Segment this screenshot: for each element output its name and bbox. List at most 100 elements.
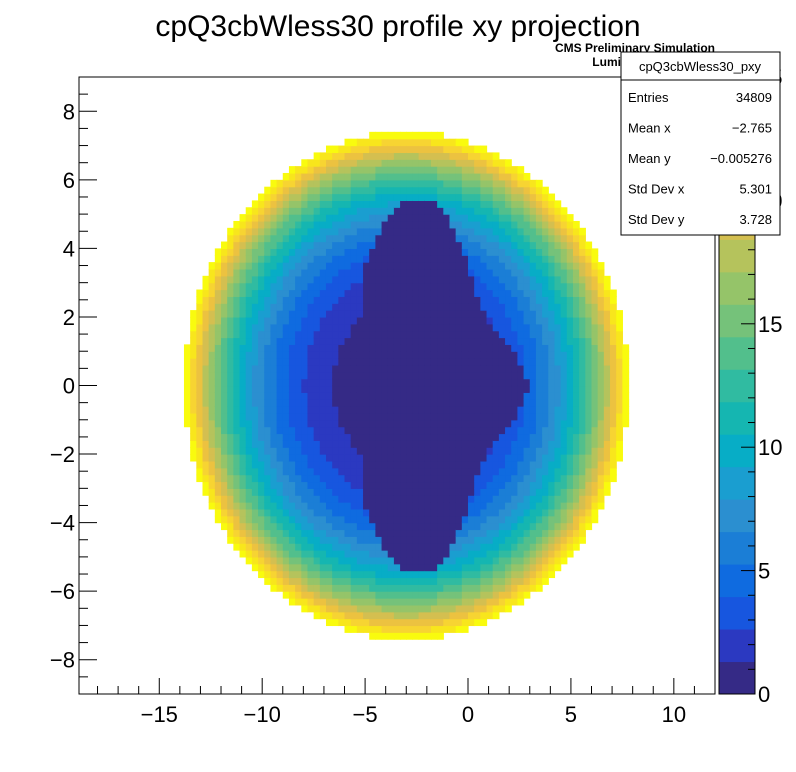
heatmap-cell	[610, 385, 617, 393]
heatmap-cell	[276, 481, 284, 489]
heatmap-cell	[245, 488, 253, 496]
heatmap-cell	[406, 584, 414, 592]
heatmap-cell	[542, 378, 549, 387]
heatmap-cell	[505, 159, 512, 167]
heatmap-cell	[363, 282, 370, 291]
heatmap-cell	[393, 412, 401, 421]
heatmap-cell	[542, 289, 549, 297]
heatmap-cell	[381, 282, 389, 291]
heatmap-cell	[430, 310, 438, 318]
heatmap-cell	[455, 495, 463, 503]
heatmap-cell	[258, 371, 265, 380]
heatmap-cell	[529, 200, 537, 208]
heatmap-cell	[455, 241, 463, 249]
heatmap-cell	[214, 440, 222, 448]
heatmap-cell	[505, 262, 512, 270]
heatmap-cell	[418, 227, 426, 236]
heatmap-cell	[338, 234, 346, 243]
heatmap-cell	[455, 255, 463, 263]
heatmap-cell	[363, 529, 370, 537]
heatmap-cell	[455, 591, 463, 599]
heatmap-cell	[295, 406, 302, 414]
heatmap-cell	[443, 556, 451, 565]
heatmap-cell	[363, 577, 370, 585]
heatmap-cell	[511, 563, 518, 572]
heatmap-cell	[196, 412, 204, 421]
heatmap-cell	[332, 200, 339, 208]
heatmap-cell	[616, 323, 623, 332]
heatmap-cell	[301, 303, 309, 311]
heatmap-cell	[474, 412, 481, 421]
heatmap-cell	[400, 419, 407, 428]
heatmap-cell	[214, 364, 222, 373]
heatmap-cell	[307, 378, 315, 387]
heatmap-cell	[208, 412, 216, 421]
x-tick-label: −10	[244, 702, 281, 727]
heatmap-cell	[208, 426, 216, 435]
heatmap-cell	[517, 234, 525, 243]
heatmap-cell	[437, 556, 444, 565]
heatmap-cell	[344, 371, 352, 380]
heatmap-cell	[301, 316, 309, 325]
heatmap-cell	[498, 508, 506, 517]
heatmap-cell	[387, 344, 395, 352]
heatmap-cell	[455, 186, 463, 195]
heatmap-cell	[214, 495, 222, 503]
heatmap-cell	[381, 207, 389, 215]
heatmap-cell	[288, 412, 296, 421]
heatmap-cell	[566, 323, 574, 332]
heatmap-cell	[468, 412, 475, 421]
heatmap-cell	[313, 529, 321, 537]
heatmap-cell	[356, 529, 364, 537]
heatmap-cell	[233, 289, 241, 297]
heatmap-cell	[597, 440, 605, 448]
heatmap-cell	[190, 323, 197, 332]
heatmap-cell	[474, 481, 481, 489]
heatmap-cell	[406, 392, 414, 400]
heatmap-cell	[350, 255, 358, 263]
heatmap-cell	[406, 556, 414, 565]
heatmap-cell	[443, 248, 451, 256]
heatmap-cell	[492, 220, 500, 229]
heatmap-cell	[393, 474, 401, 483]
heatmap-cell	[221, 303, 228, 311]
heatmap-cell	[313, 543, 321, 551]
heatmap-cell	[535, 543, 543, 551]
heatmap-cell	[313, 220, 321, 229]
heatmap-cell	[338, 502, 346, 510]
heatmap-cell	[387, 152, 395, 160]
heatmap-cell	[455, 412, 463, 421]
heatmap-cell	[412, 303, 420, 311]
heatmap-cell	[356, 399, 364, 407]
heatmap-cell	[381, 447, 389, 455]
heatmap-cell	[535, 399, 543, 407]
heatmap-cell	[400, 502, 407, 510]
heatmap-cell	[461, 358, 469, 366]
heatmap-cell	[585, 488, 593, 496]
heatmap-cell	[511, 474, 518, 483]
heatmap-cell	[511, 529, 518, 537]
heatmap-cell	[511, 220, 518, 229]
heatmap-cell	[511, 310, 518, 318]
heatmap-cell	[301, 172, 309, 181]
heatmap-cell	[270, 399, 278, 407]
heatmap-cell	[332, 262, 339, 270]
heatmap-cell	[363, 214, 370, 222]
heatmap-cell	[301, 550, 309, 558]
heatmap-cell	[400, 152, 407, 160]
heatmap-cell	[492, 584, 500, 592]
heatmap-cell	[566, 481, 574, 489]
heatmap-cell	[529, 275, 537, 284]
heatmap-cell	[276, 515, 284, 524]
heatmap-cell	[603, 289, 611, 297]
heatmap-cell	[486, 481, 494, 489]
heatmap-cell	[486, 406, 494, 414]
heatmap-cell	[350, 584, 358, 592]
heatmap-cell	[264, 344, 272, 352]
heatmap-cell	[492, 282, 500, 291]
heatmap-cell	[183, 406, 191, 414]
heatmap-cell	[202, 289, 210, 297]
heatmap-cell	[523, 193, 531, 201]
heatmap-cell	[282, 406, 290, 414]
heatmap-cell	[548, 262, 556, 270]
